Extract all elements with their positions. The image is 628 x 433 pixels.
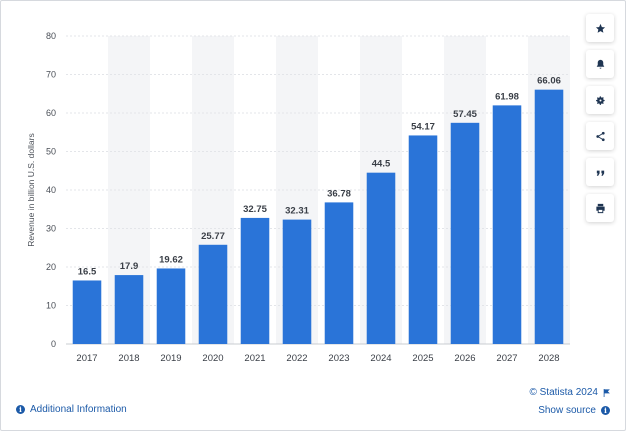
favorite-button[interactable] (586, 14, 614, 42)
x-tick-label: 2021 (244, 353, 265, 364)
y-tick-label: 0 (51, 339, 56, 349)
x-tick-label: 2022 (286, 353, 307, 364)
data-label: 54.17 (411, 121, 435, 132)
data-label: 16.5 (78, 266, 97, 277)
x-tick-label: 2027 (496, 353, 517, 364)
star-icon (595, 23, 605, 33)
data-label: 44.5 (372, 159, 391, 170)
bar (156, 268, 186, 344)
y-tick-label: 20 (46, 262, 56, 272)
cite-button[interactable] (586, 158, 614, 186)
bell-icon (596, 59, 604, 69)
data-label: 32.75 (243, 204, 267, 215)
y-tick-label: 30 (46, 224, 56, 234)
bar (366, 172, 396, 344)
data-label: 36.78 (327, 188, 351, 199)
bar (114, 275, 144, 344)
info-icon: i (601, 406, 610, 415)
y-tick-label: 80 (46, 31, 56, 41)
show-source-link[interactable]: Show source i (538, 405, 610, 416)
x-tick-label: 2017 (76, 353, 97, 364)
statista-credit[interactable]: © Statista 2024 (529, 387, 610, 398)
side-toolbar (586, 14, 616, 230)
data-label: 66.06 (537, 76, 561, 87)
x-tick-label: 2028 (538, 353, 559, 364)
data-label: 17.9 (120, 261, 139, 272)
bar (282, 219, 312, 344)
x-tick-label: 2023 (328, 353, 349, 364)
bar (324, 202, 354, 344)
x-tick-label: 2024 (370, 353, 391, 364)
quote-icon (596, 170, 604, 176)
y-tick-label: 50 (46, 147, 56, 157)
gear-icon (595, 95, 605, 105)
print-button[interactable] (586, 194, 614, 222)
bar (240, 217, 270, 344)
bar (450, 122, 480, 344)
data-label: 57.45 (453, 109, 477, 120)
info-icon: i (16, 405, 25, 414)
show-source-label: Show source (538, 405, 596, 416)
y-tick-label: 10 (46, 301, 56, 311)
data-label: 32.31 (285, 206, 309, 217)
y-tick-label: 70 (46, 70, 56, 80)
bar (534, 89, 564, 344)
additional-information-label: Additional Information (30, 404, 127, 415)
print-icon (595, 203, 605, 213)
y-tick-label: 60 (46, 108, 56, 118)
additional-information-link[interactable]: i Additional Information (16, 404, 127, 415)
credit-label: © Statista 2024 (529, 387, 598, 398)
x-tick-label: 2025 (412, 353, 433, 364)
bar (198, 244, 228, 344)
bar (492, 105, 522, 344)
x-tick-label: 2018 (118, 353, 139, 364)
y-tick-label: 40 (46, 185, 56, 195)
x-tick-label: 2019 (160, 353, 181, 364)
y-axis-title: Revenue in billion U.S. dollars (26, 133, 36, 246)
share-button[interactable] (586, 122, 614, 150)
notification-button[interactable] (586, 50, 614, 78)
bar (408, 135, 438, 344)
x-tick-label: 2020 (202, 353, 223, 364)
share-icon (595, 131, 605, 141)
flag-icon (603, 388, 610, 397)
settings-button[interactable] (586, 86, 614, 114)
data-label: 25.77 (201, 231, 225, 242)
data-label: 19.62 (159, 254, 183, 265)
bar (72, 280, 102, 344)
data-label: 61.98 (495, 91, 519, 102)
x-tick-label: 2026 (454, 353, 475, 364)
